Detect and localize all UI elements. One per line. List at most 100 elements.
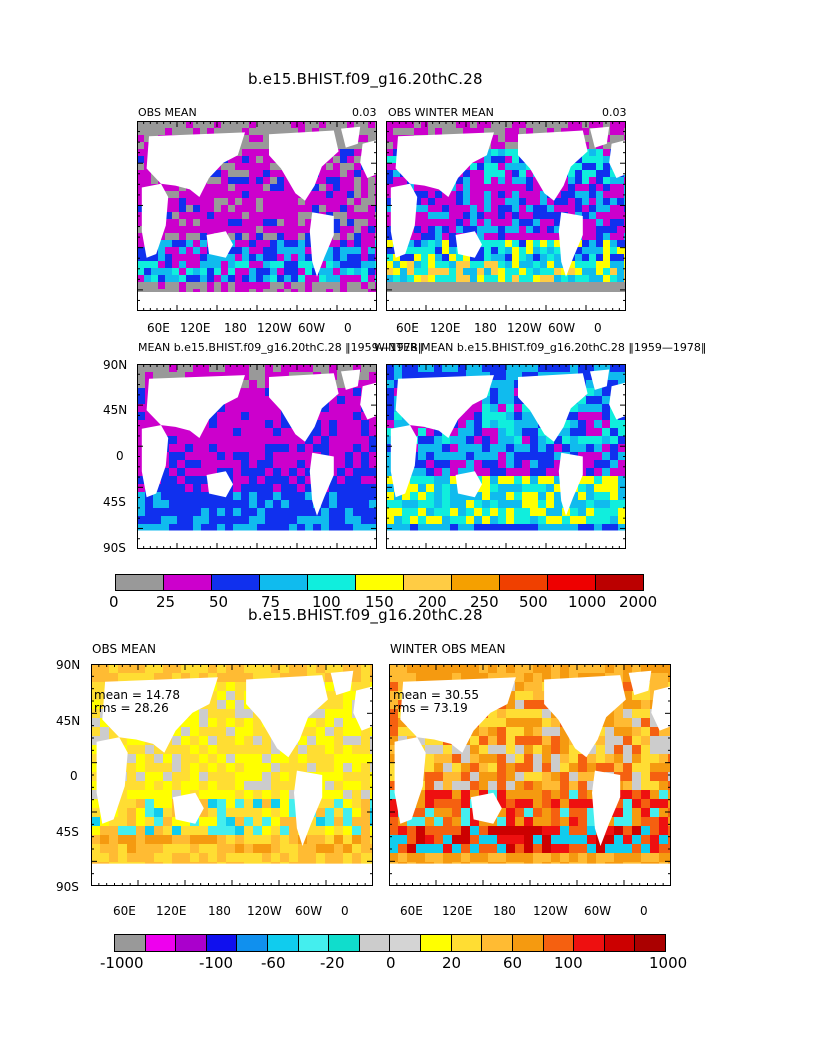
landmass [455, 231, 482, 258]
colorbar-swatch [164, 575, 212, 590]
landmass [609, 382, 626, 420]
lat-tick: 90N [103, 358, 128, 372]
panel2-right-title: 0.03 [602, 106, 627, 119]
colorbar-swatch [359, 935, 391, 951]
landmass [558, 212, 583, 277]
panel1-right-title: 0.03 [352, 106, 377, 119]
landmass [341, 126, 361, 148]
lon-tick: 60W [584, 904, 612, 918]
landmass [137, 292, 377, 311]
lon-tick: 60W [298, 321, 326, 335]
map-field [389, 664, 671, 886]
lon-tick: 120E [156, 904, 187, 918]
landmass [309, 212, 334, 277]
map-panel-obs-mean [137, 121, 377, 311]
colorbar-1 [115, 574, 644, 591]
colorbar-tick-label: -20 [320, 954, 345, 972]
colorbar-swatch [451, 935, 483, 951]
lat-tick: 45S [103, 495, 126, 509]
lat-tick: 45N [103, 403, 128, 417]
colorbar-swatch [574, 935, 605, 951]
lon-tick: 180 [474, 321, 497, 335]
rms-stat: rms = 73.19 [393, 701, 468, 715]
colorbar-tick-label: 150 [365, 593, 394, 611]
colorbar-swatch [356, 575, 404, 590]
lat-tick: 45N [56, 714, 81, 728]
figure2-title: b.e15.BHIST.f09_g16.20thC.28 [248, 606, 483, 624]
map-field [386, 121, 626, 311]
colorbar-swatch [548, 575, 596, 590]
lon-tick: 60E [113, 904, 136, 918]
colorbar-swatch [145, 935, 177, 951]
landmass [96, 737, 128, 824]
lat-tick: 90N [56, 658, 81, 672]
colorbar-tick-label: 20 [442, 954, 462, 972]
colorbar-swatch [452, 575, 500, 590]
map-field [91, 664, 373, 886]
colorbar-swatch [268, 935, 299, 951]
landmass [146, 375, 245, 438]
panel2-left-title: OBS WINTER MEAN [388, 106, 494, 119]
colorbar-tick-label: 0 [109, 593, 119, 611]
landmass [592, 770, 621, 846]
landmass [558, 452, 583, 516]
landmass [269, 373, 339, 442]
colorbar-tick-label: -100 [199, 954, 234, 972]
lat-tick: 45S [56, 825, 79, 839]
lon-tick: 0 [594, 321, 602, 335]
landmass [269, 130, 339, 201]
colorbar-tick-label: 50 [209, 593, 229, 611]
landmass [386, 292, 626, 311]
colorbar-tick-label: 100 [312, 593, 341, 611]
colorbar-swatch [298, 935, 330, 951]
colorbar-tick-label: 1000 [649, 954, 688, 972]
panel6-left-title: WINTER OBS MEAN [390, 642, 506, 656]
colorbar-swatch [390, 935, 422, 951]
lon-tick: 180 [493, 904, 516, 918]
landmass [102, 677, 218, 753]
colorbar-swatch [212, 575, 260, 590]
map-field [137, 364, 377, 549]
landmass [146, 132, 245, 197]
map-panel-diff-winter-obs-mean [389, 664, 671, 886]
colorbar-swatch [421, 935, 452, 951]
colorbar-swatch [596, 575, 643, 590]
colorbar-swatch [329, 935, 360, 951]
colorbar-swatch [260, 575, 308, 590]
colorbar-swatch [604, 935, 636, 951]
panel5-left-title: OBS MEAN [92, 642, 157, 656]
colorbar-tick-label: 0 [386, 954, 396, 972]
landmass [544, 675, 626, 758]
landmass [141, 425, 169, 498]
colorbar-tick-label: -1000 [100, 954, 144, 972]
lat-tick: 0 [116, 449, 124, 463]
landmass [172, 792, 204, 824]
lon-tick: 60W [295, 904, 323, 918]
colorbar-swatch [635, 935, 665, 951]
landmass [390, 425, 418, 498]
lon-tick: 120W [507, 321, 542, 335]
landmass [394, 737, 426, 824]
landmass [360, 382, 377, 420]
landmass [206, 231, 233, 258]
lat-tick: 90S [103, 541, 126, 555]
landmass [470, 792, 502, 824]
mean-stat: mean = 30.55 [393, 688, 480, 702]
figure1-title: b.e15.BHIST.f09_g16.20thC.28 [248, 70, 483, 88]
colorbar-tick-label: -60 [261, 954, 286, 972]
colorbar-tick-label: 500 [519, 593, 548, 611]
landmass [609, 140, 626, 178]
colorbar-swatch [115, 935, 146, 951]
colorbar-swatch [308, 575, 356, 590]
colorbar-swatch [512, 935, 544, 951]
colorbar-swatch [482, 935, 513, 951]
lon-tick: 0 [341, 904, 349, 918]
colorbar-swatch [500, 575, 548, 590]
lon-tick: 180 [224, 321, 247, 335]
landmass [651, 686, 671, 731]
lon-tick: 60E [396, 321, 419, 335]
colorbar-tick-label: 100 [554, 954, 583, 972]
colorbar-swatch [206, 935, 238, 951]
landmass [395, 375, 494, 438]
landmass [353, 686, 373, 731]
